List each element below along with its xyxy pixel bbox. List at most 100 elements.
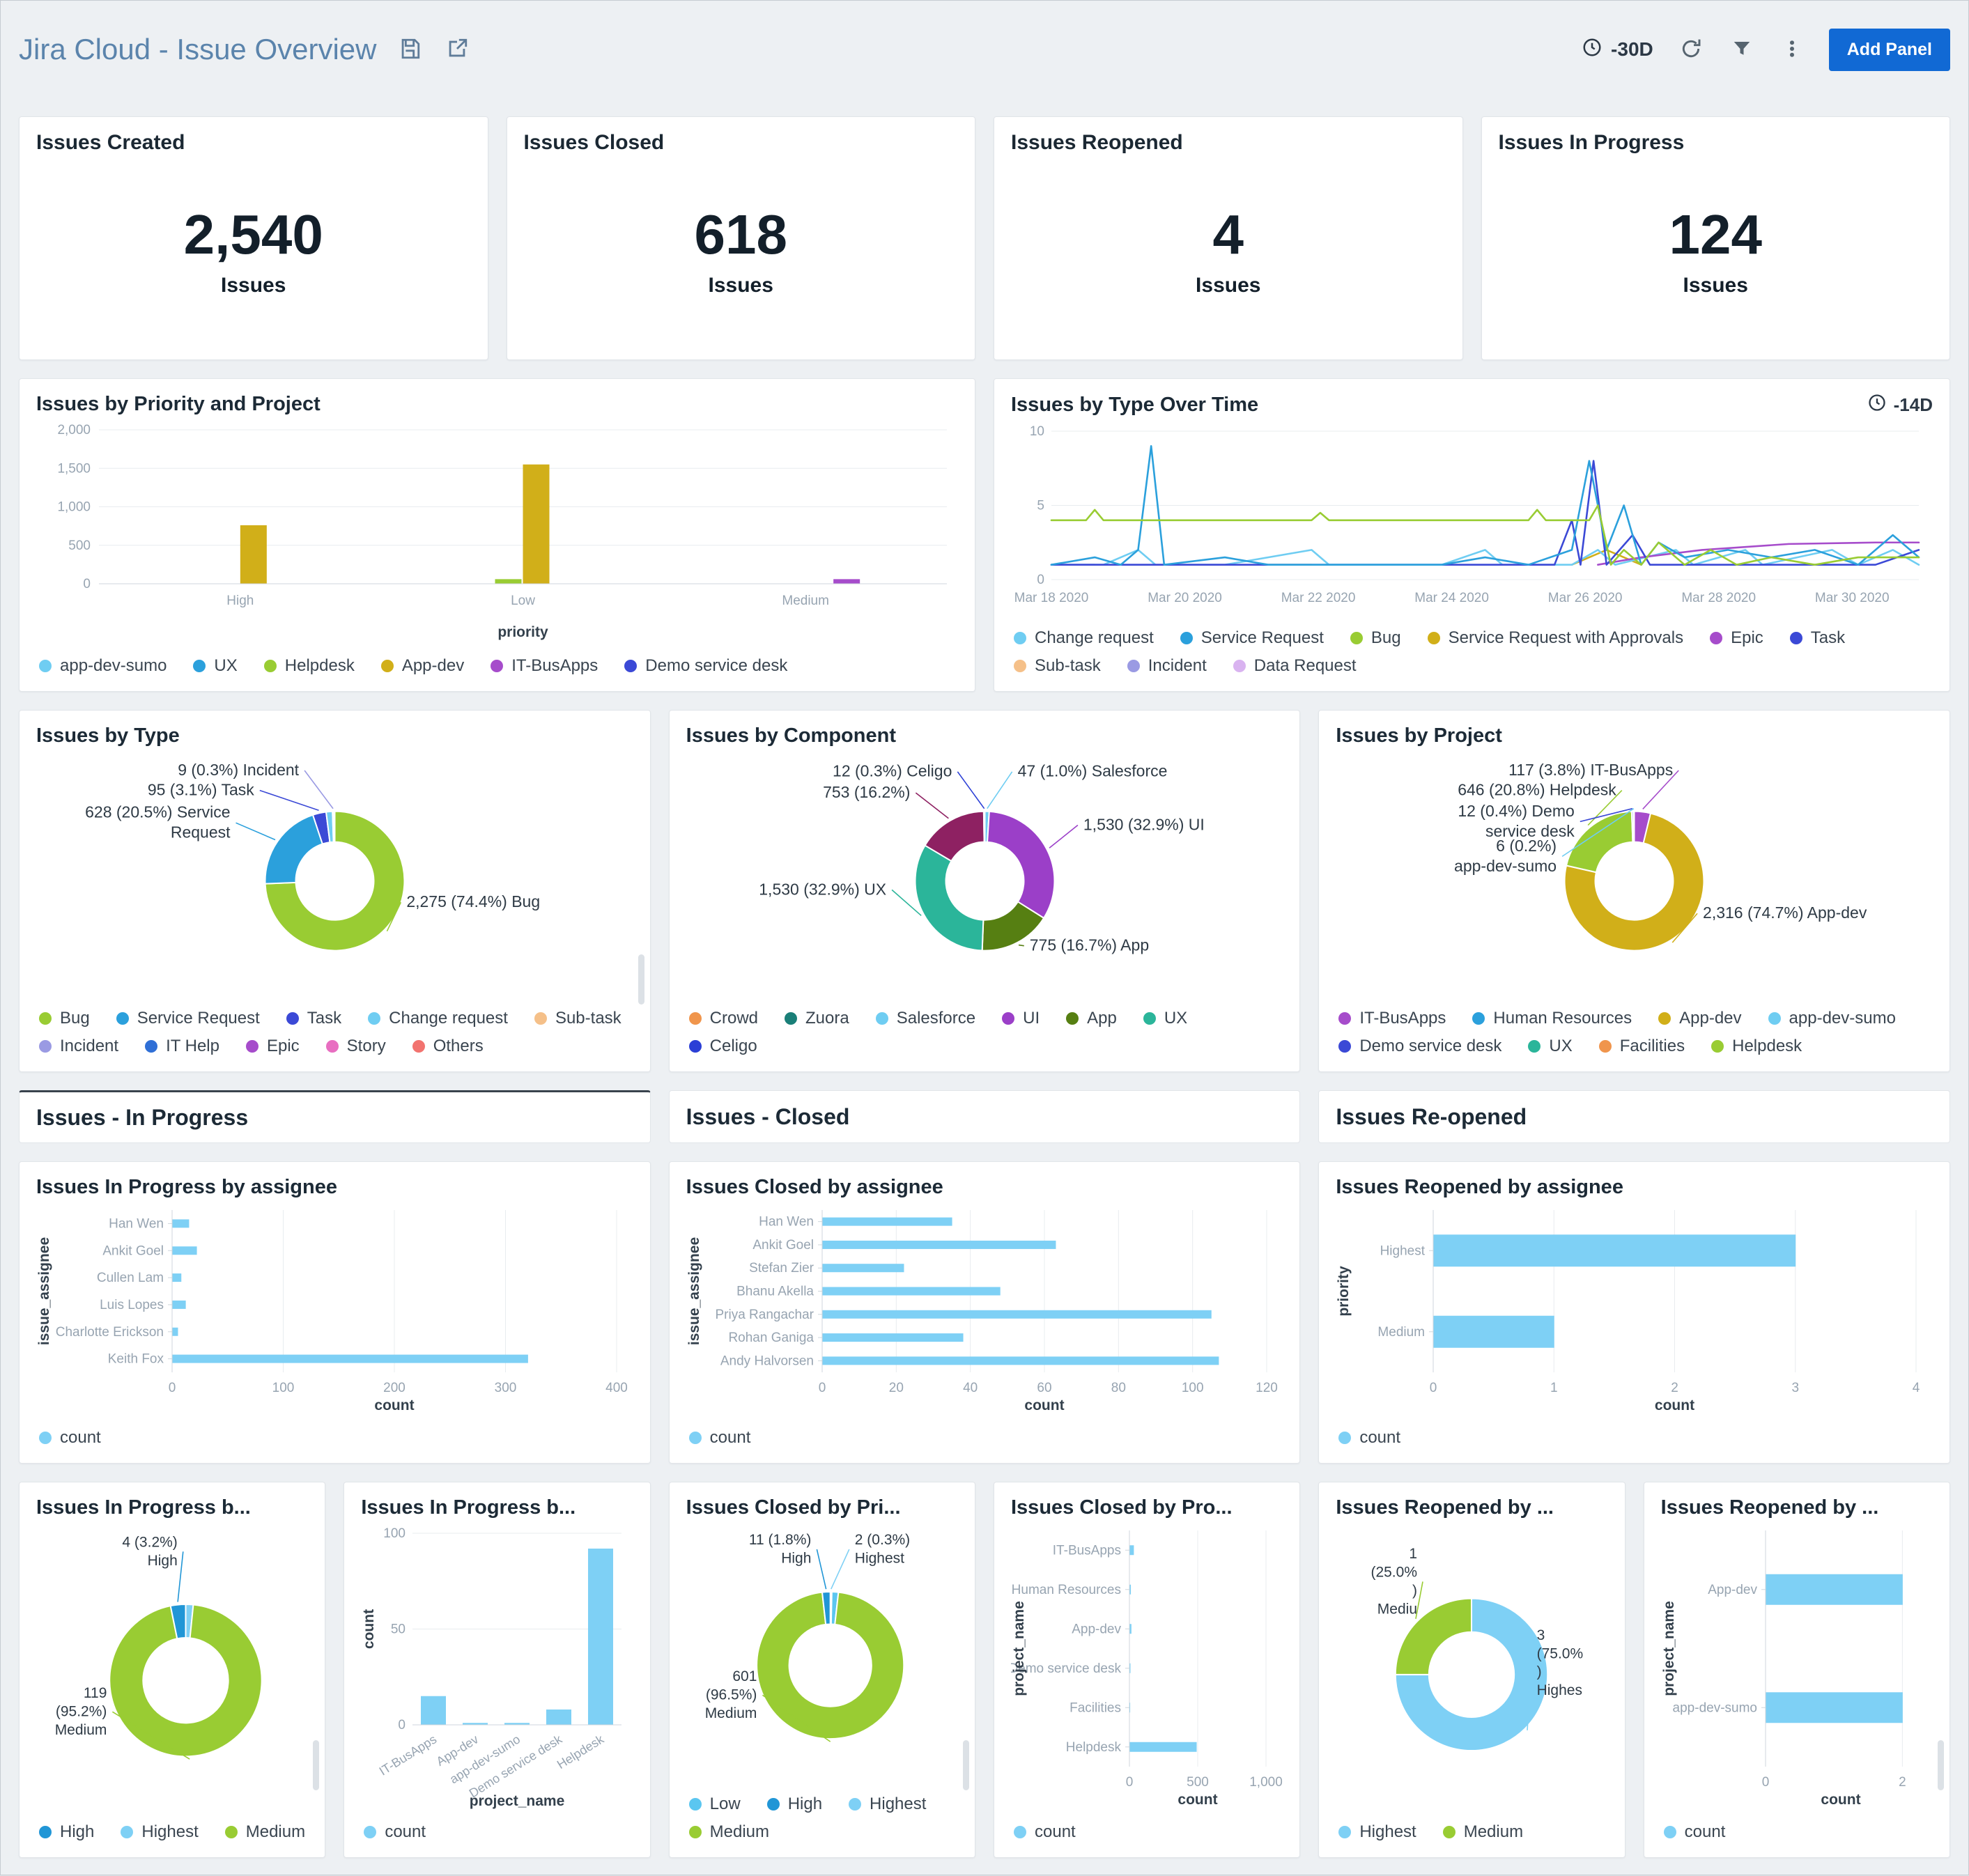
legend-item[interactable]: IT-BusApps <box>1338 1009 1446 1028</box>
legend-dot <box>1528 1040 1541 1053</box>
svg-text:Medium: Medium <box>782 594 829 608</box>
legend-item[interactable]: App <box>1066 1009 1117 1028</box>
panel-reopened-by-priority: Issues Reopened by ... 1 (25.0%) Mediu 3 (75… <box>1318 1482 1626 1858</box>
svg-text:App-dev: App-dev <box>1708 1583 1757 1597</box>
legend-item[interactable]: UX <box>193 656 238 676</box>
legend-item[interactable]: UI <box>1002 1009 1040 1028</box>
legend-item[interactable]: Highest <box>121 1822 199 1842</box>
legend-dot <box>688 1012 702 1025</box>
stat-unit: Issues <box>1683 274 1748 297</box>
charts-row-3: Issues In Progress by assignee 0 100 200 30… <box>19 1161 1950 1464</box>
legend-item[interactable]: Low <box>688 1794 741 1814</box>
legend-item[interactable]: count <box>364 1822 426 1842</box>
legend-dot <box>1338 1826 1352 1838</box>
svg-text:2,275 (74.4%) Bug: 2,275 (74.4%) Bug <box>406 892 540 910</box>
legend-dot <box>116 1012 129 1025</box>
legend-scrollbar[interactable] <box>313 1740 320 1790</box>
svg-text:20: 20 <box>888 1381 903 1395</box>
svg-text:Priya Rangachar: Priya Rangachar <box>715 1308 814 1322</box>
stat-value: 2,540 <box>183 203 323 265</box>
legend-item[interactable]: Helpdesk <box>263 656 355 676</box>
legend-item[interactable]: count <box>39 1428 101 1448</box>
legend-item[interactable]: Medium <box>688 1822 769 1842</box>
panel-title: Issues Closed by assignee <box>686 1176 943 1198</box>
panel-title: Issues Closed by Pro... <box>1011 1496 1233 1519</box>
legend-item[interactable]: Change request <box>368 1009 508 1028</box>
legend-item[interactable]: Celigo <box>688 1037 757 1056</box>
legend-scrollbar[interactable] <box>963 1740 969 1790</box>
svg-text:Han Wen: Han Wen <box>759 1215 814 1230</box>
legend-item[interactable]: app-dev-sumo <box>1768 1009 1896 1028</box>
legend-label: UX <box>1164 1009 1188 1028</box>
svg-text:0: 0 <box>1126 1775 1134 1790</box>
legend-item[interactable]: count <box>688 1428 750 1448</box>
legend-item[interactable]: app-dev-sumo <box>39 656 167 676</box>
legend-item[interactable]: Story <box>325 1037 386 1056</box>
legend-item[interactable]: Incident <box>39 1037 118 1056</box>
legend-item[interactable]: Demo service desk <box>1338 1037 1501 1056</box>
legend-item[interactable]: Human Resources <box>1472 1009 1632 1028</box>
svg-text:IT-BusApps: IT-BusApps <box>377 1732 440 1778</box>
legend-item[interactable]: Bug <box>39 1009 90 1028</box>
legend-item[interactable]: Service Request <box>1180 628 1324 648</box>
legend-dot <box>1338 1432 1352 1444</box>
legend-dot <box>193 660 206 672</box>
svg-text:Mar 26 2020: Mar 26 2020 <box>1548 591 1623 605</box>
legend-item[interactable]: Highest <box>1338 1822 1416 1842</box>
legend-item[interactable]: Crowd <box>688 1009 758 1028</box>
legend-dot <box>39 1826 52 1838</box>
legend-item[interactable]: Helpdesk <box>1711 1037 1802 1056</box>
vertical-bar-chart: 0 50 100 IT-BusApps App-dev app-dev-sumo Demo … <box>361 1524 633 1814</box>
legend-item[interactable]: Others <box>412 1037 484 1056</box>
legend-item[interactable]: Service Request with Approvals <box>1427 628 1683 648</box>
chart-legend: count <box>36 1420 633 1449</box>
panel-in-progress-by-assignee: Issues In Progress by assignee 0 100 200 30… <box>19 1161 651 1464</box>
share-button[interactable] <box>442 34 472 65</box>
legend-scrollbar[interactable] <box>1938 1740 1944 1790</box>
time-range-button[interactable]: -30D <box>1582 37 1653 63</box>
legend-item[interactable]: Facilities <box>1598 1037 1685 1056</box>
legend-item[interactable]: Service Request <box>116 1009 260 1028</box>
panel-time-range-button[interactable]: -14D <box>1867 393 1933 417</box>
legend-item[interactable]: App-dev <box>1658 1009 1742 1028</box>
legend-item[interactable]: Highest <box>849 1794 926 1814</box>
legend-item[interactable]: Zuora <box>785 1009 849 1028</box>
legend-item[interactable]: IT-BusApps <box>491 656 598 676</box>
legend-dot <box>688 1826 702 1838</box>
legend-item[interactable]: Sub-task <box>534 1009 621 1028</box>
stat-unit: Issues <box>221 274 286 297</box>
svg-text:priority: priority <box>1336 1266 1352 1317</box>
legend-item[interactable]: Task <box>286 1009 341 1028</box>
legend-item[interactable]: IT Help <box>145 1037 219 1056</box>
legend-item[interactable]: Salesforce <box>875 1009 975 1028</box>
more-menu-button[interactable] <box>1779 36 1805 64</box>
filter-button[interactable] <box>1729 36 1755 64</box>
legend-item[interactable]: App-dev <box>380 656 464 676</box>
legend-item[interactable]: count <box>1338 1428 1400 1448</box>
legend-item[interactable]: High <box>766 1794 822 1814</box>
stat-value: 618 <box>694 203 787 265</box>
legend-item[interactable]: Epic <box>1710 628 1763 648</box>
legend-label: Celigo <box>709 1037 757 1055</box>
add-panel-button[interactable]: Add Panel <box>1828 28 1950 71</box>
legend-dot <box>368 1012 381 1025</box>
legend-scrollbar[interactable] <box>638 954 644 1005</box>
legend-item[interactable]: UX <box>1528 1037 1573 1056</box>
legend-item[interactable]: Medium <box>1442 1822 1523 1842</box>
legend-item[interactable]: Change request <box>1014 628 1154 648</box>
legend-item[interactable]: UX <box>1143 1009 1187 1028</box>
legend-item[interactable]: Task <box>1789 628 1845 648</box>
refresh-button[interactable] <box>1677 35 1705 65</box>
legend-item[interactable]: count <box>1663 1822 1725 1842</box>
save-button[interactable] <box>395 34 424 65</box>
legend-item[interactable]: count <box>1014 1822 1076 1842</box>
legend-item[interactable]: Data Request <box>1233 656 1357 676</box>
legend-item[interactable]: Demo service desk <box>624 656 787 676</box>
legend-item[interactable]: Incident <box>1127 656 1207 676</box>
legend-item[interactable]: Sub-task <box>1014 656 1101 676</box>
legend-item[interactable]: Bug <box>1350 628 1401 648</box>
legend-item[interactable]: High <box>39 1822 94 1842</box>
legend-item[interactable]: Epic <box>245 1037 300 1056</box>
legend-item[interactable]: Medium <box>224 1822 305 1842</box>
